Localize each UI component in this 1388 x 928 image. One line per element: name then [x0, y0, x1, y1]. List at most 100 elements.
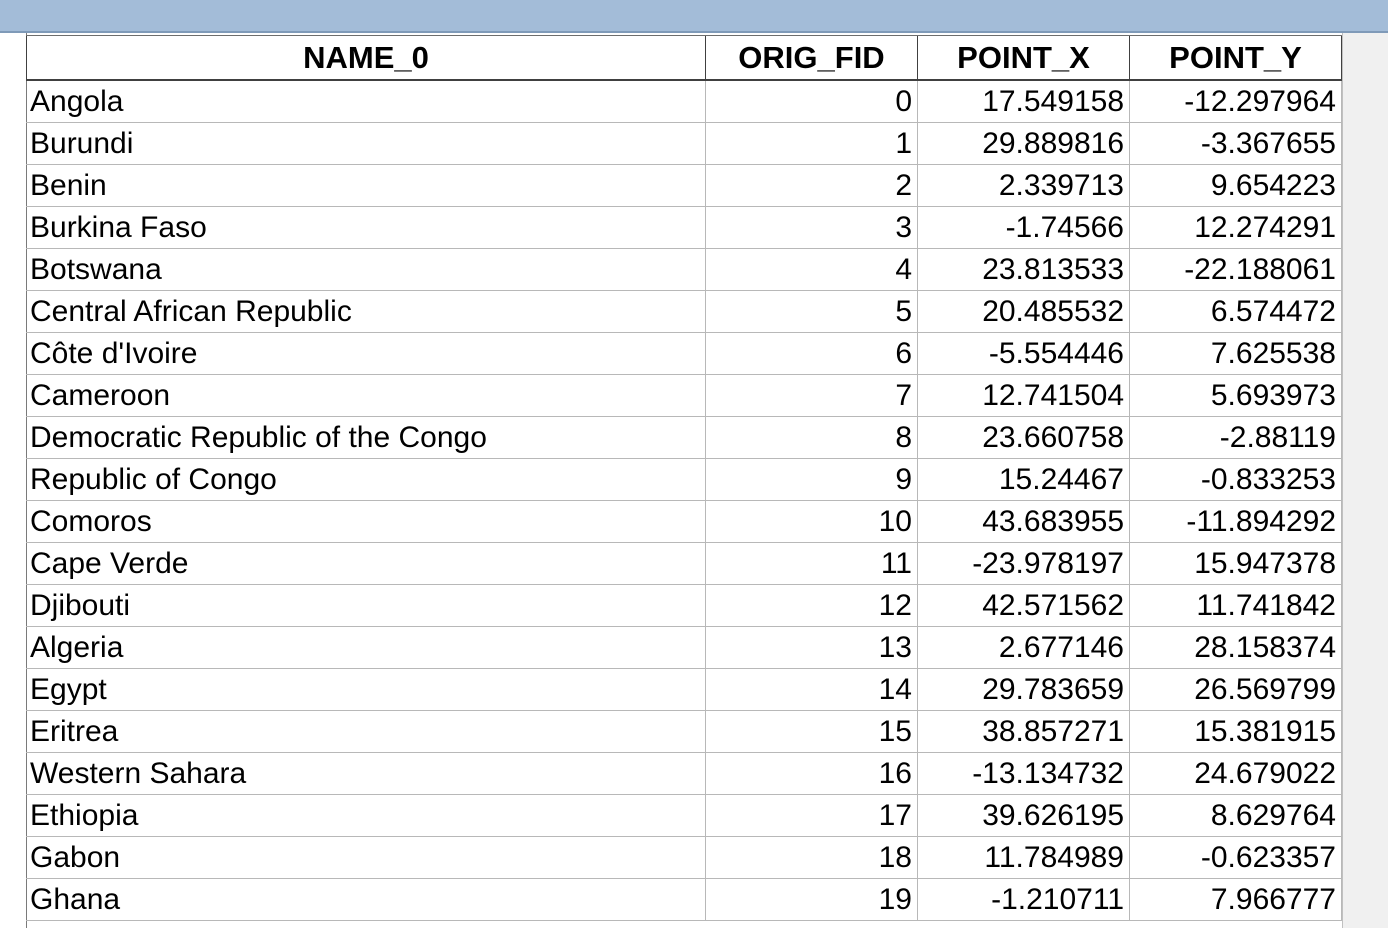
cell-point-x[interactable]: 12.741504 — [918, 375, 1130, 416]
cell-name[interactable]: Western Sahara — [26, 753, 706, 794]
cell-point-y[interactable]: -12.297964 — [1130, 81, 1342, 122]
cell-name[interactable]: Egypt — [26, 669, 706, 710]
table-row[interactable]: Angola 0 17.549158 -12.297964 — [26, 81, 1342, 123]
cell-name[interactable]: Burundi — [26, 123, 706, 164]
cell-point-y[interactable]: -22.188061 — [1130, 249, 1342, 290]
cell-name[interactable]: Ethiopia — [26, 795, 706, 836]
table-row[interactable]: Burkina Faso 3 -1.74566 12.274291 — [26, 207, 1342, 249]
cell-point-y[interactable]: 6.574472 — [1130, 291, 1342, 332]
cell-name[interactable]: Gabon — [26, 837, 706, 878]
cell-point-x[interactable]: 29.889816 — [918, 123, 1130, 164]
cell-orig-fid[interactable]: 1 — [706, 123, 918, 164]
cell-point-x[interactable]: 43.683955 — [918, 501, 1130, 542]
row-selector-column[interactable] — [0, 33, 27, 928]
cell-point-x[interactable]: 15.24467 — [918, 459, 1130, 500]
cell-point-y[interactable]: 8.629764 — [1130, 795, 1342, 836]
table-row[interactable]: Gabon 18 11.784989 -0.623357 — [26, 837, 1342, 879]
cell-point-x[interactable]: 23.660758 — [918, 417, 1130, 458]
cell-point-y[interactable]: -2.88119 — [1130, 417, 1342, 458]
cell-orig-fid[interactable]: 12 — [706, 585, 918, 626]
cell-orig-fid[interactable]: 6 — [706, 333, 918, 374]
cell-orig-fid[interactable]: 17 — [706, 795, 918, 836]
table-row[interactable]: Egypt 14 29.783659 26.569799 — [26, 669, 1342, 711]
cell-name[interactable]: Comoros — [26, 501, 706, 542]
cell-point-y[interactable]: -0.833253 — [1130, 459, 1342, 500]
cell-name[interactable]: Cape Verde — [26, 543, 706, 584]
cell-name[interactable]: Botswana — [26, 249, 706, 290]
cell-orig-fid[interactable]: 13 — [706, 627, 918, 668]
cell-name[interactable]: Djibouti — [26, 585, 706, 626]
cell-point-x[interactable]: 29.783659 — [918, 669, 1130, 710]
cell-orig-fid[interactable]: 15 — [706, 711, 918, 752]
cell-name[interactable]: Benin — [26, 165, 706, 206]
cell-point-y[interactable]: 28.158374 — [1130, 627, 1342, 668]
cell-point-x[interactable]: 39.626195 — [918, 795, 1130, 836]
cell-point-x[interactable]: -1.74566 — [918, 207, 1130, 248]
cell-point-y[interactable]: 7.966777 — [1130, 879, 1342, 920]
cell-name[interactable]: Central African Republic — [26, 291, 706, 332]
cell-point-x[interactable]: 42.571562 — [918, 585, 1130, 626]
cell-orig-fid[interactable]: 4 — [706, 249, 918, 290]
cell-name[interactable]: Cameroon — [26, 375, 706, 416]
table-row[interactable]: Republic of Congo 9 15.24467 -0.833253 — [26, 459, 1342, 501]
cell-name[interactable]: Republic of Congo — [26, 459, 706, 500]
cell-orig-fid[interactable]: 18 — [706, 837, 918, 878]
column-header-orig-fid[interactable]: ORIG_FID — [706, 36, 918, 80]
cell-name[interactable]: Democratic Republic of the Congo — [26, 417, 706, 458]
table-row[interactable]: Burundi 1 29.889816 -3.367655 — [26, 123, 1342, 165]
cell-orig-fid[interactable]: 10 — [706, 501, 918, 542]
cell-point-x[interactable]: -5.554446 — [918, 333, 1130, 374]
cell-point-x[interactable]: -13.134732 — [918, 753, 1130, 794]
cell-name[interactable]: Algeria — [26, 627, 706, 668]
cell-point-x[interactable]: 38.857271 — [918, 711, 1130, 752]
table-row[interactable]: Western Sahara 16 -13.134732 24.679022 — [26, 753, 1342, 795]
cell-point-x[interactable]: 2.339713 — [918, 165, 1130, 206]
cell-point-y[interactable]: 15.381915 — [1130, 711, 1342, 752]
column-header-point-y[interactable]: POINT_Y — [1130, 36, 1342, 80]
table-row[interactable]: Benin 2 2.339713 9.654223 — [26, 165, 1342, 207]
cell-orig-fid[interactable]: 9 — [706, 459, 918, 500]
cell-name[interactable]: Burkina Faso — [26, 207, 706, 248]
table-row[interactable]: Côte d'Ivoire 6 -5.554446 7.625538 — [26, 333, 1342, 375]
cell-point-x[interactable]: -1.210711 — [918, 879, 1130, 920]
cell-point-y[interactable]: 11.741842 — [1130, 585, 1342, 626]
cell-orig-fid[interactable]: 19 — [706, 879, 918, 920]
cell-name[interactable]: Angola — [26, 81, 706, 122]
cell-point-x[interactable]: 23.813533 — [918, 249, 1130, 290]
cell-orig-fid[interactable]: 3 — [706, 207, 918, 248]
table-row[interactable]: Central African Republic 5 20.485532 6.5744… — [26, 291, 1342, 333]
column-header-point-x[interactable]: POINT_X — [918, 36, 1130, 80]
cell-orig-fid[interactable]: 2 — [706, 165, 918, 206]
cell-point-y[interactable]: 9.654223 — [1130, 165, 1342, 206]
cell-orig-fid[interactable]: 7 — [706, 375, 918, 416]
cell-point-x[interactable]: 2.677146 — [918, 627, 1130, 668]
cell-point-x[interactable]: 11.784989 — [918, 837, 1130, 878]
cell-orig-fid[interactable]: 16 — [706, 753, 918, 794]
table-row[interactable]: Ghana 19 -1.210711 7.966777 — [26, 879, 1342, 921]
cell-point-x[interactable]: 20.485532 — [918, 291, 1130, 332]
cell-orig-fid[interactable]: 5 — [706, 291, 918, 332]
table-row[interactable]: Botswana 4 23.813533 -22.188061 — [26, 249, 1342, 291]
cell-point-y[interactable]: 12.274291 — [1130, 207, 1342, 248]
cell-orig-fid[interactable]: 11 — [706, 543, 918, 584]
cell-point-y[interactable]: 5.693973 — [1130, 375, 1342, 416]
cell-point-x[interactable]: 17.549158 — [918, 81, 1130, 122]
table-row[interactable]: Eritrea 15 38.857271 15.381915 — [26, 711, 1342, 753]
cell-orig-fid[interactable]: 14 — [706, 669, 918, 710]
cell-orig-fid[interactable]: 8 — [706, 417, 918, 458]
cell-point-y[interactable]: -0.623357 — [1130, 837, 1342, 878]
table-row[interactable]: Cameroon 7 12.741504 5.693973 — [26, 375, 1342, 417]
cell-point-y[interactable]: 26.569799 — [1130, 669, 1342, 710]
cell-point-y[interactable]: 24.679022 — [1130, 753, 1342, 794]
cell-orig-fid[interactable]: 0 — [706, 81, 918, 122]
table-row[interactable]: Algeria 13 2.677146 28.158374 — [26, 627, 1342, 669]
table-row[interactable]: Cape Verde 11 -23.978197 15.947378 — [26, 543, 1342, 585]
cell-name[interactable]: Côte d'Ivoire — [26, 333, 706, 374]
cell-point-x[interactable]: -23.978197 — [918, 543, 1130, 584]
cell-name[interactable]: Ghana — [26, 879, 706, 920]
column-header-name[interactable]: NAME_0 — [26, 36, 706, 80]
cell-name[interactable]: Eritrea — [26, 711, 706, 752]
cell-point-y[interactable]: 15.947378 — [1130, 543, 1342, 584]
table-row[interactable]: Ethiopia 17 39.626195 8.629764 — [26, 795, 1342, 837]
cell-point-y[interactable]: 7.625538 — [1130, 333, 1342, 374]
